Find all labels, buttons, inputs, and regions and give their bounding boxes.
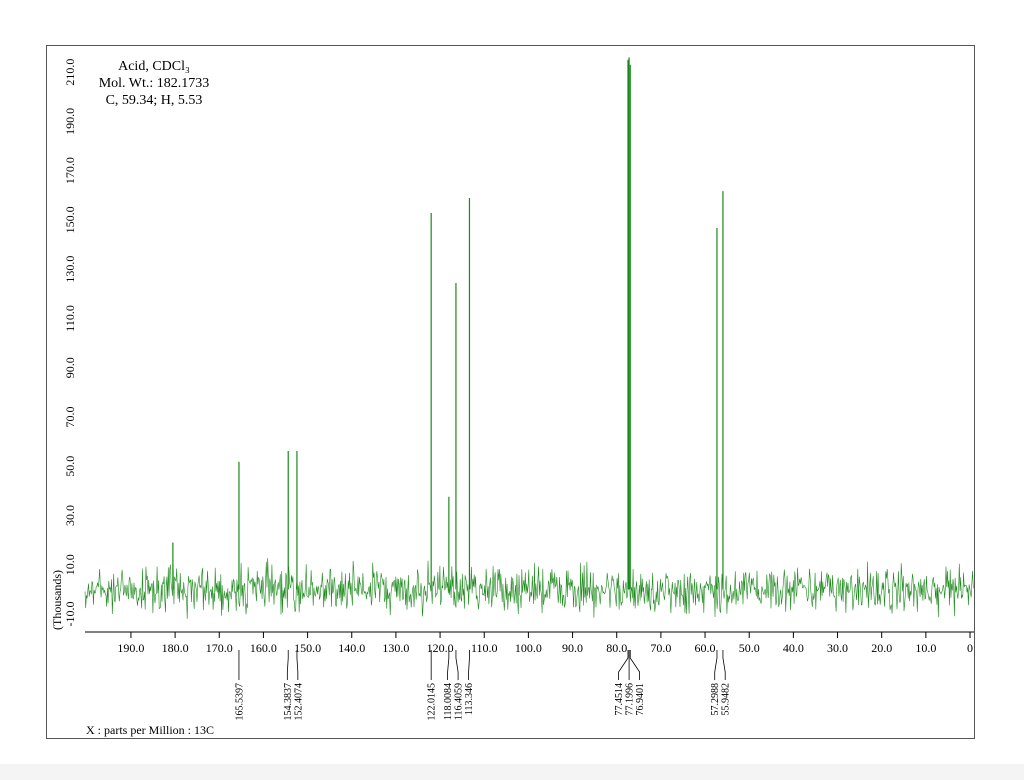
peak-label: 55.9482 [721, 683, 732, 716]
y-tick-label: 150.0 [63, 206, 77, 233]
leader-line [286, 650, 289, 680]
x-tick-label: 100.0 [515, 641, 542, 655]
peak-label: 152.4074 [293, 683, 304, 721]
peak-label: 154.3837 [283, 683, 294, 721]
x-tick-label: 30.0 [827, 641, 848, 655]
leader-line [722, 650, 726, 680]
y-tick-label: 50.0 [63, 456, 77, 477]
peak-label: 77.4514 [614, 683, 625, 716]
x-tick-label: 80.0 [606, 641, 627, 655]
peak-label: 116.4059 [454, 683, 465, 720]
peak-label: 77.1996 [625, 683, 636, 716]
y-tick-label: 90.0 [63, 357, 77, 378]
x-tick-label: 60.0 [695, 641, 716, 655]
peak-label: 113.346 [464, 683, 475, 715]
x-tick-label: 50.0 [739, 641, 760, 655]
x-tick-label: 150.0 [294, 641, 321, 655]
annotation: C, 59.34; H, 5.53 [106, 93, 203, 108]
x-tick-label: 190.0 [117, 641, 144, 655]
x-tick-label: 10.0 [915, 641, 936, 655]
y-tick-label: 170.0 [63, 157, 77, 184]
x-tick-label: 120.0 [427, 641, 454, 655]
peak-label: 118.0084 [443, 683, 454, 720]
leader-line [714, 650, 718, 680]
x-axis-label: X : parts per Million : 13C [86, 723, 214, 737]
leader-line [296, 650, 299, 680]
y-tick-label: 130.0 [63, 256, 77, 283]
y-tick-label: 190.0 [63, 108, 77, 135]
x-tick-label: 160.0 [250, 641, 277, 655]
x-tick-label: 20.0 [871, 641, 892, 655]
x-tick-label: 70.0 [650, 641, 671, 655]
y-tick-label: 30.0 [63, 505, 77, 526]
baseline-noise [84, 558, 974, 619]
y-axis-label: (Thousands) [50, 570, 64, 630]
y-tick-label: 70.0 [63, 406, 77, 427]
annotation: Mol. Wt.: 182.1733 [99, 76, 210, 91]
frame [46, 45, 975, 739]
leader-line [629, 650, 641, 680]
y-tick-label: 110.0 [63, 305, 77, 332]
annotation: Acid, CDCl₃ [118, 59, 190, 74]
peak-label: 165.5397 [234, 683, 245, 721]
leader-line [455, 650, 459, 680]
leader-line [618, 650, 629, 680]
y-tick-label: -10.0 [63, 602, 77, 627]
peak-label: 76.9401 [635, 683, 646, 716]
peak-label: 57.2988 [710, 683, 721, 716]
y-tick-label: 10.0 [63, 554, 77, 575]
x-tick-label: 90.0 [562, 641, 583, 655]
x-tick-label: 140.0 [338, 641, 365, 655]
x-tick-label: 170.0 [206, 641, 233, 655]
x-tick-label: 130.0 [382, 641, 409, 655]
footer-strip [0, 764, 1024, 780]
x-tick-label: 110.0 [471, 641, 498, 655]
x-tick-label: 40.0 [783, 641, 804, 655]
x-tick-label: 180.0 [162, 641, 189, 655]
leader-line [468, 650, 470, 680]
x-tick-label: 0 [967, 641, 973, 655]
leader-line [447, 650, 450, 680]
peak-label: 122.0145 [427, 683, 438, 721]
y-tick-label: 210.0 [63, 59, 77, 86]
